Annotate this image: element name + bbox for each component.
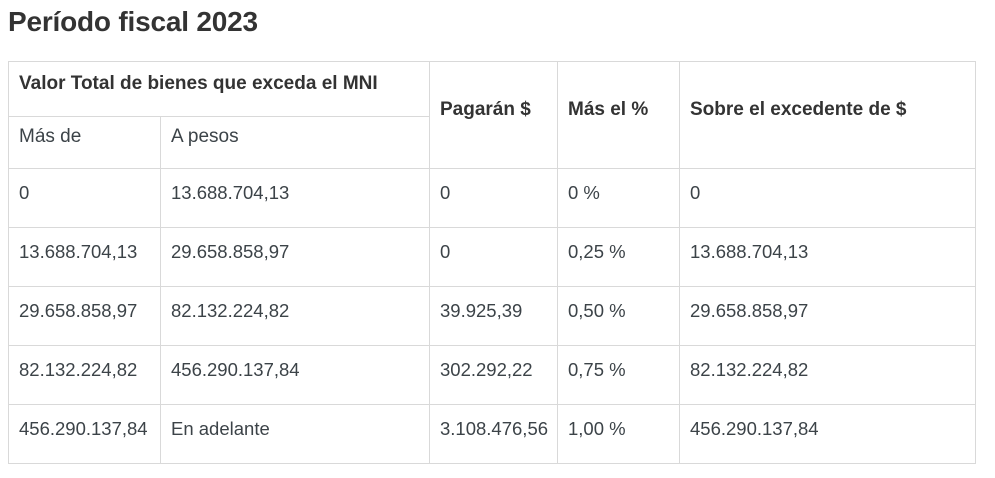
header-mas-de: Más de [8, 115, 161, 169]
table-header: Valor Total de bienes que exceda el MNI … [8, 60, 976, 169]
table-header-row-group: Valor Total de bienes que exceda el MNI … [8, 60, 976, 169]
cell-a-pesos: 29.658.858,97 [160, 226, 430, 287]
cell-mas-el-pct: 0,75 % [557, 344, 680, 405]
table-body: 0 13.688.704,13 0 0 % 0 13.688.704,13 29… [8, 167, 976, 464]
page-title: Período fiscal 2023 [8, 6, 258, 37]
cell-a-pesos: En adelante [160, 403, 430, 464]
cell-pagaran: 0 [429, 226, 558, 287]
cell-pagaran: 302.292,22 [429, 344, 558, 405]
cell-mas-el-pct: 0,25 % [557, 226, 680, 287]
header-a-pesos: A pesos [160, 115, 430, 169]
header-pagaran: Pagarán $ [429, 60, 558, 169]
header-sobre-excedente: Sobre el excedente de $ [679, 60, 976, 169]
fiscal-period-table: Valor Total de bienes que exceda el MNI … [8, 60, 976, 464]
cell-sobre-excedente: 13.688.704,13 [679, 226, 976, 287]
cell-mas-de: 13.688.704,13 [8, 226, 161, 287]
cell-sobre-excedente: 29.658.858,97 [679, 285, 976, 346]
table-row: 82.132.224,82 456.290.137,84 302.292,22 … [8, 344, 976, 405]
cell-mas-el-pct: 0 % [557, 167, 680, 228]
cell-sobre-excedente: 82.132.224,82 [679, 344, 976, 405]
table-header-row-sub: Más de A pesos [8, 115, 976, 169]
cell-a-pesos: 13.688.704,13 [160, 167, 430, 228]
cell-mas-el-pct: 1,00 % [557, 403, 680, 464]
cell-mas-de: 29.658.858,97 [8, 285, 161, 346]
cell-a-pesos: 82.132.224,82 [160, 285, 430, 346]
page: Período fiscal 2023 Valor Total de biene… [8, 6, 976, 464]
cell-mas-de: 456.290.137,84 [8, 403, 161, 464]
header-mas-el-pct: Más el % [557, 60, 680, 169]
header-valor-total-mni: Valor Total de bienes que exceda el MNI [8, 60, 430, 117]
cell-mas-de: 0 [8, 167, 161, 228]
table-row: 29.658.858,97 82.132.224,82 39.925,39 0,… [8, 285, 976, 346]
cell-sobre-excedente: 456.290.137,84 [679, 403, 976, 464]
cell-mas-el-pct: 0,50 % [557, 285, 680, 346]
cell-sobre-excedente: 0 [679, 167, 976, 228]
cell-pagaran: 39.925,39 [429, 285, 558, 346]
cell-mas-de: 82.132.224,82 [8, 344, 161, 405]
cell-pagaran: 0 [429, 167, 558, 228]
table-row: 456.290.137,84 En adelante 3.108.476,56 … [8, 403, 976, 464]
table-row: 13.688.704,13 29.658.858,97 0 0,25 % 13.… [8, 226, 976, 287]
table-row: 0 13.688.704,13 0 0 % 0 [8, 167, 976, 228]
cell-pagaran: 3.108.476,56 [429, 403, 558, 464]
cell-a-pesos: 456.290.137,84 [160, 344, 430, 405]
